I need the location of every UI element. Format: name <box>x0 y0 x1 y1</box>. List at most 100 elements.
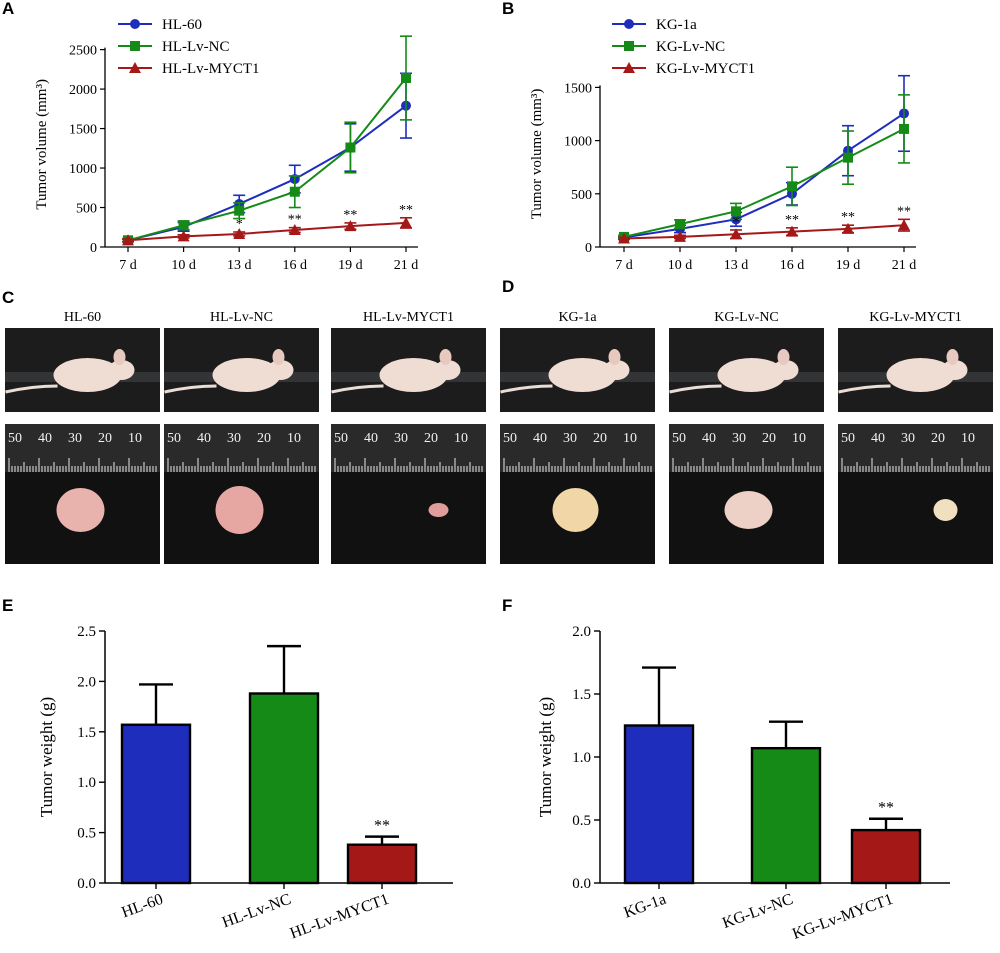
y-tick-label: 0 <box>585 241 592 256</box>
x-tick-label: 13 d <box>724 258 749 273</box>
mouse-ear <box>946 349 959 365</box>
y-tick-label: 2000 <box>69 83 97 98</box>
y-tick-label: 0 <box>90 241 97 256</box>
significance-marker: ** <box>785 213 799 228</box>
data-point <box>400 216 412 228</box>
mouse-body <box>717 358 786 392</box>
mouse-tail <box>500 384 553 394</box>
data-point <box>344 220 357 232</box>
mouse-tail <box>5 384 58 394</box>
y-axis-label: Tumor volume (mm³) <box>34 79 50 210</box>
mouse-head <box>108 360 135 380</box>
y-tick-label: 1000 <box>564 135 592 150</box>
photo-label: HL-60 <box>64 310 101 325</box>
mouse-ear <box>608 349 621 365</box>
legend-label: HL-60 <box>162 17 202 33</box>
mouse-tail <box>669 384 722 394</box>
significance-marker: ** <box>841 210 855 225</box>
ruler-number: 30 <box>901 431 915 446</box>
y-axis-label: Tumor weight (g) <box>536 697 555 817</box>
ruler-number: 10 <box>454 431 468 446</box>
x-tick-label: HL-Lv-NC <box>220 891 293 932</box>
y-tick-label: 1000 <box>69 162 97 177</box>
ruler-number: 10 <box>792 431 806 446</box>
significance-marker: ** <box>897 204 911 219</box>
significance-marker: ** <box>878 800 894 817</box>
data-point <box>842 222 854 234</box>
y-tick-label: 1.0 <box>77 775 96 791</box>
legend-label: KG-1a <box>656 17 697 33</box>
data-point <box>899 123 909 134</box>
legend-marker <box>623 62 635 73</box>
bar-chart-f: 0.0 0.5 1.0 1.5 2.0 Tumor weight (g) KG-1a KG-L… <box>536 624 950 943</box>
mouse-body <box>886 358 955 392</box>
data-point <box>401 73 411 84</box>
photo-label: KG-Lv-MYCT1 <box>869 310 962 325</box>
ruler-number: 30 <box>732 431 746 446</box>
line-chart-a: 0 500 1000 1500 2000 2500 7 d 10 d 13 d 16 d 19 d 2… <box>34 17 418 273</box>
data-point <box>674 230 686 242</box>
legend-label: KG-Lv-NC <box>656 39 725 55</box>
photo-column: HL-Lv-MYCT1 50 40 30 20 10 <box>331 310 486 564</box>
series-line <box>623 112 905 239</box>
y-tick-label: 1.5 <box>77 725 96 741</box>
ruler <box>838 424 993 472</box>
ruler-number: 10 <box>287 431 301 446</box>
ruler-number: 20 <box>931 431 945 446</box>
ruler-number: 40 <box>533 431 547 446</box>
mouse-ear <box>272 349 285 365</box>
ruler-number: 50 <box>8 431 22 446</box>
mouse-head <box>941 360 968 380</box>
bar-chart-e: 0.0 0.5 1.0 1.5 2.0 2.5 Tumor weight (g) HL-60 H… <box>37 624 453 942</box>
ruler-number: 20 <box>257 431 271 446</box>
y-tick-label: 0.5 <box>572 813 591 829</box>
mouse-head <box>772 360 799 380</box>
series-line <box>623 224 905 240</box>
line-chart-b: 0 500 1000 1500 7 d 10 d 13 d 16 d 19 d 21 d Tumor… <box>529 17 916 273</box>
tumor <box>724 491 773 529</box>
ruler-number: 40 <box>702 431 716 446</box>
y-tick-label: 2.0 <box>572 624 591 640</box>
bar-hl-lv-nc <box>248 692 320 885</box>
significance-marker: * <box>236 217 243 232</box>
significance-marker: ** <box>343 208 357 223</box>
mouse-tail <box>331 384 384 394</box>
photo-column: KG-1a 50 40 30 20 10 <box>500 310 655 564</box>
data-point <box>122 234 134 246</box>
ruler-number: 40 <box>871 431 885 446</box>
y-tick-label: 1.5 <box>572 687 591 703</box>
x-tick-label: 16 d <box>283 258 308 273</box>
x-tick-label: 21 d <box>892 258 917 273</box>
panel-letter-c: C <box>2 288 14 307</box>
mouse-body <box>212 358 281 392</box>
data-point <box>787 181 797 192</box>
ruler-number: 50 <box>672 431 686 446</box>
ruler <box>5 424 160 472</box>
ruler-number: 10 <box>128 431 142 446</box>
series-line <box>623 128 905 238</box>
panel-letter-b: B <box>502 0 514 18</box>
panel-letter-a: A <box>2 0 14 18</box>
data-point <box>675 219 685 230</box>
bar-kg-lv-nc <box>750 746 822 885</box>
x-tick-label: 19 d <box>836 258 861 273</box>
y-tick-label: 2.0 <box>77 674 96 690</box>
x-tick-label: 7 d <box>615 258 633 273</box>
photo-label: HL-Lv-NC <box>210 310 273 325</box>
data-point <box>289 186 300 197</box>
ruler-number: 10 <box>623 431 637 446</box>
legend-label: KG-Lv-MYCT1 <box>656 61 755 77</box>
legend-marker <box>130 19 140 29</box>
tumor <box>56 488 105 532</box>
mouse-ear <box>439 349 452 365</box>
x-tick-label: HL-60 <box>119 891 165 922</box>
series-kg-lv-nc <box>618 94 910 242</box>
bar-hl-60 <box>120 723 192 885</box>
mouse-head <box>267 360 294 380</box>
series-hl-60 <box>122 72 412 246</box>
photo-column: HL-Lv-NC 50 40 30 20 10 <box>164 310 319 564</box>
data-point <box>843 152 853 163</box>
mouse-body <box>379 358 448 392</box>
y-tick-label: 2500 <box>69 44 97 59</box>
